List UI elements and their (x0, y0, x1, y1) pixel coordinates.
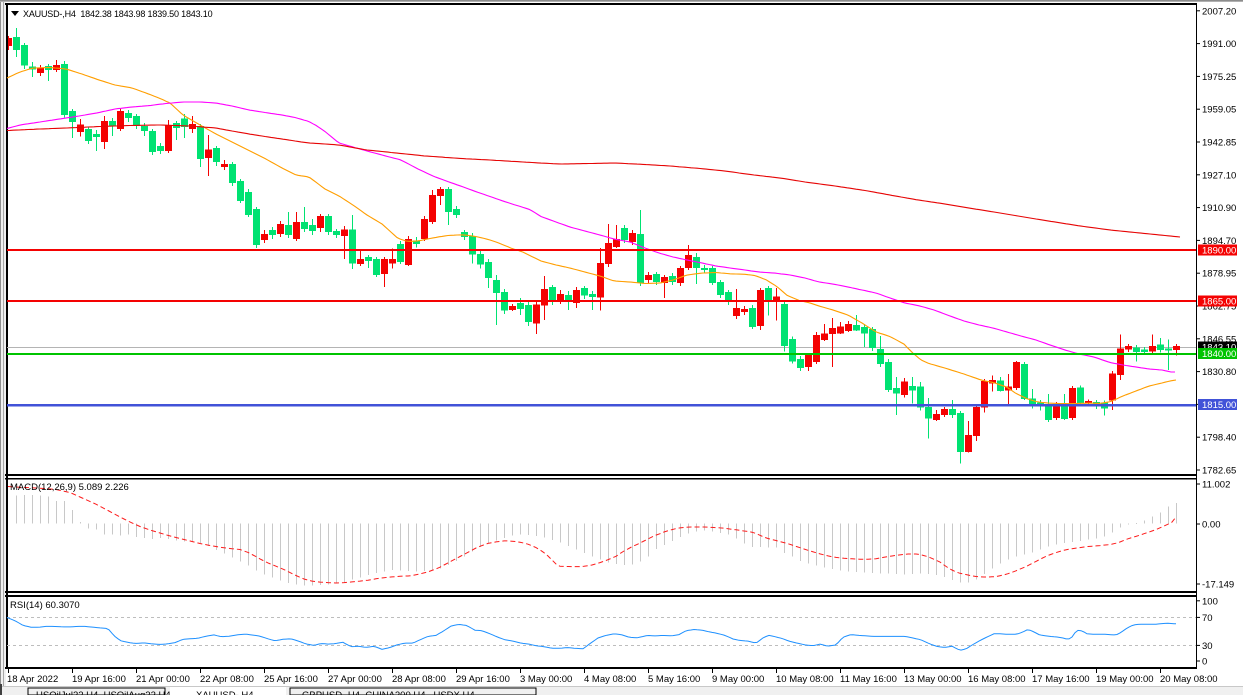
svg-text:17 May 16:00: 17 May 16:00 (1032, 674, 1090, 685)
svg-text:1894.70: 1894.70 (1202, 236, 1236, 247)
svg-text:27 Apr 00:00: 27 Apr 00:00 (328, 674, 382, 685)
svg-text:70: 70 (1202, 613, 1213, 624)
svg-text:13 May 00:00: 13 May 00:00 (904, 674, 962, 685)
svg-text:1975.25: 1975.25 (1202, 72, 1236, 83)
svg-text:RSI(14) 60.3070: RSI(14) 60.3070 (10, 600, 80, 611)
svg-text:1815.00: 1815.00 (1202, 400, 1236, 411)
svg-text:11 May 16:00: 11 May 16:00 (840, 674, 897, 685)
svg-text:2007.20: 2007.20 (1202, 6, 1236, 17)
svg-text:5 May 16:00: 5 May 16:00 (648, 674, 700, 685)
svg-text:USOilJul22,H4 USOilAug22,H4: USOilJul22,H4 USOilAug22,H4 (36, 690, 171, 695)
svg-text:29 Apr 16:00: 29 Apr 16:00 (456, 674, 510, 685)
svg-text:0.00: 0.00 (1202, 520, 1221, 531)
svg-text:10 May 08:00: 10 May 08:00 (776, 674, 834, 685)
svg-text:1862.75: 1862.75 (1202, 302, 1236, 313)
svg-text:22 Apr 08:00: 22 Apr 08:00 (200, 674, 254, 685)
svg-text:19 Apr 16:00: 19 Apr 16:00 (72, 674, 126, 685)
svg-text:XAUUSD-,H4: XAUUSD-,H4 (196, 690, 254, 695)
svg-text:0: 0 (1202, 657, 1207, 668)
svg-text:1830.80: 1830.80 (1202, 367, 1236, 378)
svg-text:1846.55: 1846.55 (1202, 334, 1236, 345)
svg-text:28 Apr 08:00: 28 Apr 08:00 (392, 674, 446, 685)
svg-text:GBPUSD-,H4 CHINA200,H4 USDX: GBPUSD-,H4 CHINA200,H4 USDX,H4 (302, 690, 475, 695)
svg-text:9 May 00:00: 9 May 00:00 (712, 674, 764, 685)
svg-text:1840.00: 1840.00 (1202, 349, 1236, 360)
svg-text:3 May 00:00: 3 May 00:00 (520, 674, 572, 685)
svg-text:4 May 08:00: 4 May 08:00 (584, 674, 636, 685)
svg-text:30: 30 (1202, 641, 1213, 652)
svg-text:1865.00: 1865.00 (1202, 297, 1236, 308)
svg-text:1991.00: 1991.00 (1202, 39, 1236, 50)
svg-text:16 May 08:00: 16 May 08:00 (968, 674, 1026, 685)
svg-text:20 May 08:00: 20 May 08:00 (1160, 674, 1218, 685)
svg-text:MACD(12,26,9) 5.089 2.226: MACD(12,26,9) 5.089 2.226 (10, 482, 129, 493)
svg-text:19 May 00:00: 19 May 00:00 (1096, 674, 1154, 685)
svg-text:11.002: 11.002 (1202, 480, 1230, 491)
svg-text:-17.149: -17.149 (1202, 580, 1234, 591)
svg-text:1878.95: 1878.95 (1202, 269, 1236, 280)
svg-text:1798.40: 1798.40 (1202, 433, 1236, 444)
svg-text:1959.05: 1959.05 (1202, 105, 1236, 116)
svg-text:25 Apr 16:00: 25 Apr 16:00 (264, 674, 318, 685)
svg-text:1890.00: 1890.00 (1202, 246, 1236, 257)
svg-text:100: 100 (1202, 596, 1218, 607)
svg-text:1782.65: 1782.65 (1202, 466, 1236, 477)
svg-text:1942.85: 1942.85 (1202, 138, 1236, 149)
svg-text:21 Apr 00:00: 21 Apr 00:00 (136, 674, 190, 685)
svg-text:1927.10: 1927.10 (1202, 170, 1236, 181)
svg-text:1910.90: 1910.90 (1202, 203, 1236, 214)
svg-text:XAUUSD-,H4 1842.38 1843.98 18: XAUUSD-,H4 1842.38 1843.98 1839.50 1843.… (23, 9, 213, 19)
svg-text:18 Apr 2022: 18 Apr 2022 (7, 674, 58, 685)
